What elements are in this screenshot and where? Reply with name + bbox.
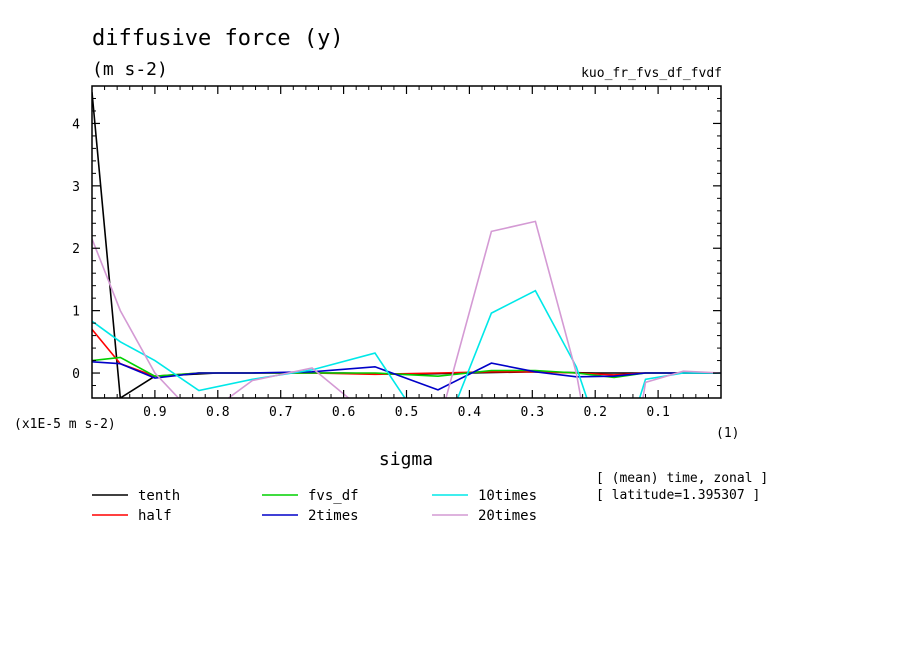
x-tick-label: 0.5 bbox=[395, 405, 418, 420]
y-tick-label: 3 bbox=[72, 180, 80, 195]
y-tick-label: 4 bbox=[72, 117, 80, 132]
x-tick-label: 0.3 bbox=[521, 405, 544, 420]
y-tick-label: 0 bbox=[72, 367, 80, 382]
x-tick-label: 0.9 bbox=[143, 405, 166, 420]
x-tick-label: 0.7 bbox=[269, 405, 292, 420]
series-line-half bbox=[92, 328, 721, 378]
chart-units: (m s-2) bbox=[92, 59, 168, 80]
axes: 0.9 0.8 0.7 0.6 0.5 0.4 0.3 0.2 0.1 0 1 2 3 4 bbox=[72, 86, 721, 420]
series-line-2times bbox=[92, 361, 721, 391]
info-line-latitude: [ latitude=1.395307 ] bbox=[596, 488, 760, 503]
series-line-10times bbox=[92, 289, 721, 398]
x-tick-label: 0.4 bbox=[458, 405, 482, 420]
x-tick-label: 0.6 bbox=[332, 405, 355, 420]
legend-label-half: half bbox=[138, 508, 172, 524]
series-line-20times bbox=[92, 220, 721, 398]
info-line-time: [ (mean) time, zonal ] bbox=[596, 471, 768, 486]
legend-label-10times: 10times bbox=[478, 488, 537, 504]
y-tick-label: 2 bbox=[72, 242, 80, 257]
x-unit: (1) bbox=[716, 426, 739, 441]
legend-label-tenth: tenth bbox=[138, 488, 180, 504]
legend-label-20times: 20times bbox=[478, 508, 537, 524]
x-axis-label: sigma bbox=[379, 449, 433, 470]
series-line-tenth bbox=[92, 92, 721, 398]
plot-lines bbox=[92, 92, 721, 398]
legend-label-fvs_df: fvs_df bbox=[308, 488, 359, 504]
x-tick-label: 0.8 bbox=[206, 405, 229, 420]
y-unit-label: (x1E-5 m s-2) bbox=[14, 417, 116, 432]
y-tick-label: 1 bbox=[72, 305, 80, 320]
legend: tenth half fvs_df 2times 10times 20times bbox=[92, 488, 537, 524]
x-tick-label: 0.1 bbox=[646, 405, 669, 420]
legend-label-2times: 2times bbox=[308, 508, 359, 524]
experiment-label: kuo_fr_fvs_df_fvdf bbox=[581, 66, 722, 81]
chart-title: diffusive force (y) bbox=[92, 26, 344, 51]
x-tick-label: 0.2 bbox=[583, 405, 606, 420]
plot-frame bbox=[91, 85, 722, 399]
